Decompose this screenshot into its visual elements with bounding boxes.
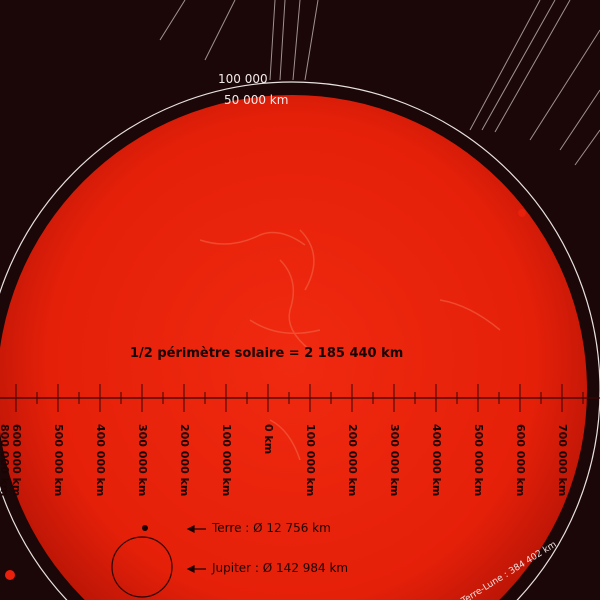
scale-ticks	[15, 384, 584, 412]
scale-tick-label: 200 000 km	[178, 424, 191, 497]
scale-tick-label: 200 000 km	[346, 424, 359, 497]
jupiter-legend: Jupiter : Ø 142 984 km	[212, 561, 349, 575]
scale-tick-label: 700 000 km	[556, 424, 569, 497]
prominence	[5, 570, 15, 580]
legend-arrows	[186, 525, 206, 573]
scale-tick-label: 400 000 km	[94, 424, 107, 497]
scale-tick-label: 500 000 km	[52, 424, 65, 497]
corner-streaks	[159, 0, 600, 166]
ring-label-100k: 100 000	[218, 72, 268, 86]
scale-tick-label: 100 000 km	[220, 424, 233, 497]
sun-filaments	[199, 229, 501, 461]
sun-disk	[0, 95, 587, 600]
earth-legend: Terre : Ø 12 756 km	[212, 521, 331, 535]
scale-tick-label: 100 000 km	[304, 424, 317, 497]
earth-marker	[142, 525, 148, 531]
scale-tick-label: 300 000 km	[136, 424, 149, 497]
jupiter-marker	[111, 536, 173, 598]
perimeter-label: 1/2 périmètre solaire = 2 185 440 km	[130, 346, 404, 361]
scale-tick-label: 500 000 km	[472, 424, 485, 497]
scale-tick-label: 600 000 km	[10, 424, 23, 497]
scale-tick-label: 600 000 km	[514, 424, 527, 497]
scale-tick-label: 0 km	[262, 424, 275, 455]
scale-tick-label: 300 000 km	[388, 424, 401, 497]
prominence	[518, 209, 526, 217]
ring-label-50k: 50 000 km	[224, 93, 289, 107]
scale-tick-label: 400 000 km	[430, 424, 443, 497]
